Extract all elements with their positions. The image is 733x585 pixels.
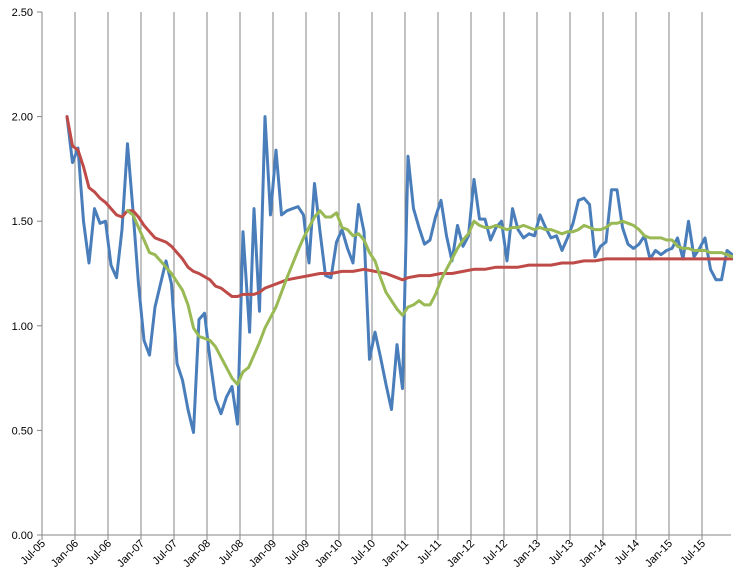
x-tick-label: Jan-07 <box>115 538 147 570</box>
x-tick-label: Jul-13 <box>546 538 576 568</box>
x-tick-label: Jul-08 <box>216 538 246 568</box>
series-line-3 <box>126 209 733 386</box>
y-tick-label: 2.00 <box>12 112 33 124</box>
x-tick-label: Jul-06 <box>84 538 114 568</box>
series-lines <box>65 115 733 434</box>
x-tick-label: Jan-10 <box>313 538 345 570</box>
x-tick-label: Jan-09 <box>247 538 279 570</box>
axes <box>41 12 731 536</box>
series-line-1 <box>65 115 733 434</box>
y-tick-label: 1.50 <box>12 216 33 228</box>
series-line-2 <box>65 115 733 298</box>
x-tick-label: Jan-12 <box>445 538 477 570</box>
x-tick-label: Jul-14 <box>612 538 642 568</box>
y-tick-label: 2.50 <box>12 7 33 19</box>
vertical-gridlines <box>74 12 703 535</box>
x-tick-label: Jul-15 <box>678 538 708 568</box>
y-tick-label: 0.50 <box>12 425 33 437</box>
x-tick-label: Jul-05 <box>18 538 48 568</box>
x-tick-label: Jul-12 <box>480 538 510 568</box>
x-tick-labels: Jul-05 Jan-06 Jul-06 Jan-07 Jul-07 Jan-08 Jul-… <box>18 535 708 570</box>
x-tick-label: Jul-07 <box>150 538 180 568</box>
x-tick-label: Jul-11 <box>415 538 444 567</box>
x-tick-label: Jan-15 <box>643 538 675 570</box>
x-tick-label: Jan-13 <box>511 538 543 570</box>
x-tick-label: Jan-11 <box>379 538 411 570</box>
x-tick-label: Jan-06 <box>49 538 81 570</box>
x-tick-label: Jan-14 <box>577 538 609 570</box>
x-tick-label: Jul-10 <box>348 538 378 568</box>
x-tick-label: Jan-08 <box>181 538 213 570</box>
y-tick-labels: 0.00 0.50 1.00 1.50 2.00 2.50 <box>12 7 42 542</box>
y-tick-label: 1.00 <box>12 321 33 333</box>
y-tick-label: 0.00 <box>12 530 33 542</box>
x-tick-label: Jul-09 <box>282 538 312 568</box>
